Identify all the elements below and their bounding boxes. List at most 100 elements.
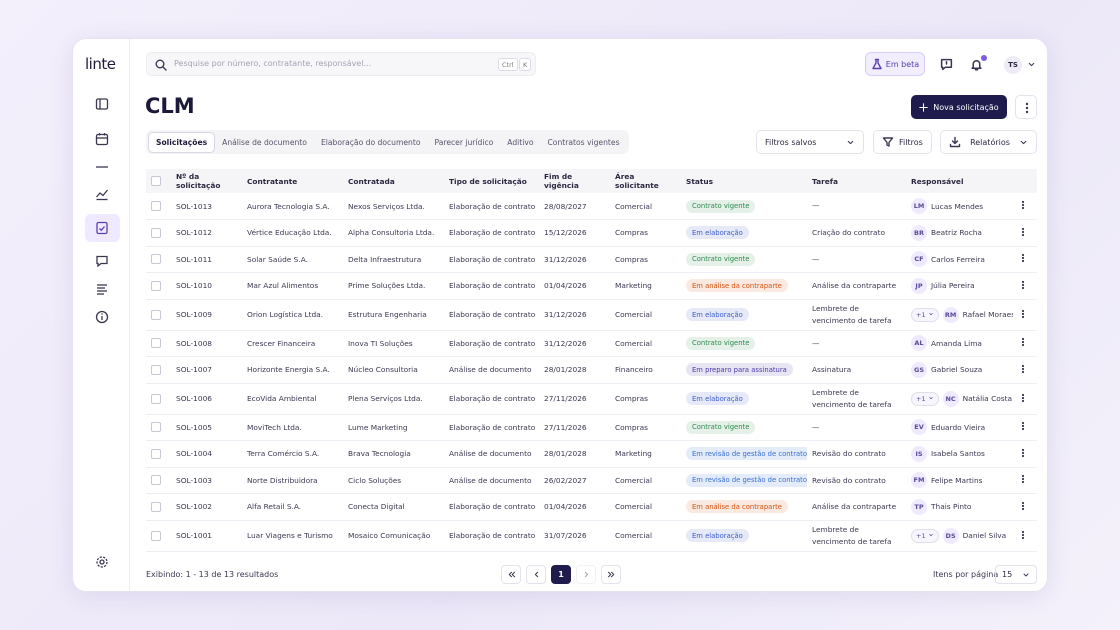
- chevron-icon: [847, 140, 854, 144]
- cell-tipo: Elaboração de contrato: [444, 493, 539, 521]
- row-menu-button[interactable]: [1018, 500, 1028, 512]
- table-row[interactable]: SOL-1005 MoviTech Ltda. Lume Marketing Elab…: [146, 414, 1037, 441]
- select-all-checkbox[interactable]: [151, 176, 161, 186]
- header-cell: [146, 169, 171, 193]
- nav-calendar[interactable]: [95, 132, 109, 146]
- tab[interactable]: Elaboração do documento: [320, 137, 421, 147]
- beta-button[interactable]: Em beta: [865, 52, 925, 76]
- table-row[interactable]: SOL-1002 Alfa Retail S.A. Conecta Digital E…: [146, 493, 1037, 521]
- dot: [1021, 200, 1025, 204]
- row-menu-button[interactable]: [1018, 279, 1028, 291]
- row-checkbox[interactable]: [151, 475, 161, 486]
- first-page-button[interactable]: [501, 565, 521, 584]
- column-header: Área solicitante: [610, 169, 681, 193]
- nav-settings[interactable]: [95, 555, 109, 569]
- saved-filters-dropdown[interactable]: Filtros salvos: [756, 130, 864, 154]
- row-checkbox[interactable]: [151, 501, 161, 512]
- row-menu-button[interactable]: [1018, 392, 1028, 404]
- row-checkbox[interactable]: [151, 309, 161, 320]
- cell-contratada: Estrutura Engenharia: [343, 299, 444, 331]
- chat-button[interactable]: [940, 58, 953, 71]
- cell: Em elaboração: [681, 383, 807, 415]
- row-menu-button[interactable]: [1018, 308, 1028, 320]
- table-row[interactable]: SOL-1011 Solar Saúde S.A. Delta Infraestru…: [146, 246, 1037, 273]
- prev-page-button[interactable]: [526, 565, 546, 584]
- table-row[interactable]: SOL-1008 Crescer Financeira Inova TI Soluç…: [146, 330, 1037, 357]
- user-menu-chevron[interactable]: [1027, 60, 1036, 69]
- status-badge: Em revisão de gestão de contratos: [686, 473, 807, 487]
- reports-dropdown[interactable]: Relatórios: [940, 130, 1037, 154]
- responsible: FM Felipe Martins: [911, 472, 1008, 489]
- cell-tipo: Elaboração de contrato: [444, 219, 539, 247]
- dot: [1021, 475, 1025, 478]
- row-checkbox[interactable]: [151, 227, 161, 238]
- row-menu-button[interactable]: [1018, 447, 1028, 459]
- nav-list[interactable]: [95, 282, 109, 296]
- nav-analytics[interactable]: [95, 187, 109, 201]
- next-icon: [584, 571, 588, 578]
- nav-messages[interactable]: [95, 254, 109, 268]
- cell-task: —: [807, 414, 906, 441]
- tab[interactable]: Análise de documento: [222, 137, 307, 147]
- nav-info[interactable]: [95, 310, 109, 324]
- search-box[interactable]: Pesquise por número, contratante, respon…: [146, 52, 536, 76]
- row-checkbox[interactable]: [151, 422, 161, 433]
- tab[interactable]: Contratos vigentes: [547, 137, 620, 147]
- row-menu-button[interactable]: [1018, 226, 1028, 238]
- row-checkbox[interactable]: [151, 530, 161, 541]
- new-request-label: Nova solicitação: [933, 102, 999, 112]
- row-checkbox[interactable]: [151, 201, 161, 211]
- row-menu-button[interactable]: [1018, 363, 1028, 375]
- cell-contratada: Lume Marketing: [343, 414, 444, 441]
- tab[interactable]: Solicitações: [148, 131, 216, 153]
- filters-button[interactable]: Filtros: [873, 130, 932, 154]
- user-avatar[interactable]: TS: [1004, 56, 1022, 74]
- row-checkbox[interactable]: [151, 254, 161, 265]
- more-responsibles[interactable]: +1: [911, 391, 939, 406]
- nav-panel[interactable]: [95, 97, 109, 111]
- cell-task: —: [807, 330, 906, 357]
- table-row[interactable]: SOL-1006 EcoVida Ambiental Plena Serviços …: [146, 383, 1037, 415]
- row-menu-button[interactable]: [1018, 199, 1028, 211]
- next-page-button[interactable]: [576, 565, 596, 584]
- table-row[interactable]: SOL-1013 Aurora Tecnologia S.A. Nexos Serv…: [146, 193, 1037, 220]
- row-checkbox[interactable]: [151, 448, 161, 459]
- table-row[interactable]: SOL-1010 Mar Azul Alimentos Prime Soluções…: [146, 272, 1037, 300]
- more-count: +1: [916, 310, 926, 319]
- current-page[interactable]: 1: [551, 565, 571, 584]
- beta-icon: [872, 58, 882, 70]
- row-menu-button[interactable]: [1018, 529, 1028, 541]
- more-responsibles[interactable]: +1: [911, 307, 939, 322]
- nav-contracts[interactable]: [95, 221, 109, 235]
- table-row[interactable]: SOL-1007 Horizonte Energia S.A. Núcleo Con…: [146, 356, 1037, 384]
- row-menu-button[interactable]: [1018, 336, 1028, 348]
- new-request-button[interactable]: Nova solicitação: [911, 95, 1007, 119]
- row-checkbox[interactable]: [151, 280, 161, 291]
- cell-contratada: Ciclo Soluções: [343, 467, 444, 494]
- notifications-button[interactable]: [970, 58, 983, 71]
- row-menu-button[interactable]: [1018, 252, 1028, 264]
- row-checkbox[interactable]: [151, 364, 161, 375]
- cell: Contrato vigente: [681, 246, 807, 273]
- avatar: RM: [942, 306, 959, 323]
- responsible: AL Amanda Lima: [911, 335, 1008, 352]
- per-page-select[interactable]: 15: [995, 565, 1037, 584]
- dot: [1021, 257, 1025, 260]
- table-row[interactable]: SOL-1003 Norte Distribuidora Ciclo Soluçõe…: [146, 467, 1037, 494]
- chevron: [928, 312, 933, 315]
- responsible-name: Amanda Lima: [931, 338, 982, 348]
- last-page-button[interactable]: [601, 565, 621, 584]
- row-menu-button[interactable]: [1018, 473, 1028, 485]
- table-row[interactable]: SOL-1009 Orion Logística Ltda. Estrutura E…: [146, 299, 1037, 331]
- table-row[interactable]: SOL-1012 Vértice Educação Ltda. Alpha Cons…: [146, 219, 1037, 247]
- more-responsibles[interactable]: +1: [911, 528, 939, 543]
- table-row[interactable]: SOL-1001 Luar Viagens e Turismo Mosaico Co…: [146, 520, 1037, 552]
- responsible: CF Carlos Ferreira: [911, 251, 1008, 268]
- table-row[interactable]: SOL-1004 Terra Comércio S.A. Brava Tecnolo…: [146, 440, 1037, 468]
- more-button[interactable]: [1015, 95, 1037, 119]
- tab[interactable]: Aditivo: [507, 137, 534, 147]
- tab[interactable]: Parecer jurídico: [434, 137, 494, 147]
- row-menu-button[interactable]: [1018, 420, 1028, 432]
- row-checkbox[interactable]: [151, 393, 161, 404]
- row-checkbox[interactable]: [151, 338, 161, 349]
